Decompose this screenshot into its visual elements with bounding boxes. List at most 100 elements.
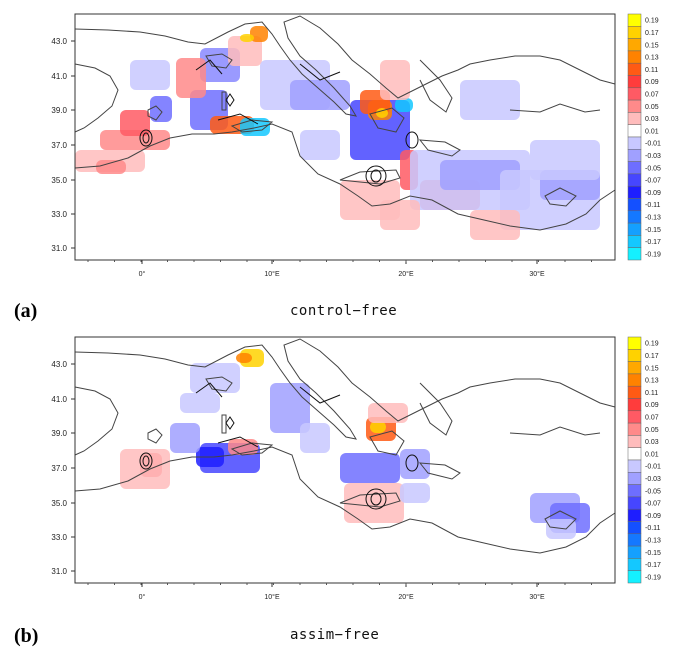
anomaly-patch xyxy=(340,453,400,483)
lon-tick-label: 20°E xyxy=(398,270,414,278)
coastline xyxy=(147,428,163,444)
coastline xyxy=(339,169,401,185)
coastline xyxy=(418,139,461,157)
colorbar-swatch xyxy=(627,496,642,510)
colorbar-swatch xyxy=(627,136,642,150)
colorbar-label: -0.17 xyxy=(645,239,661,246)
colorbar-label: -0.19 xyxy=(645,251,661,258)
anomaly-patch xyxy=(176,58,206,98)
colorbar-label: -0.19 xyxy=(645,574,661,581)
colorbar-label: -0.09 xyxy=(645,190,661,197)
colorbar-label: 0.15 xyxy=(645,365,659,372)
colorbar-swatch xyxy=(627,99,642,113)
colorbar-swatch xyxy=(627,235,642,248)
lat-tick-label: 39.0 xyxy=(51,429,67,438)
anomaly-patch xyxy=(170,423,200,453)
map-frame-b xyxy=(74,336,616,584)
lat-tick-label: 43.0 xyxy=(51,37,67,46)
colorbar-label: 0.15 xyxy=(645,42,659,49)
colorbar-swatch xyxy=(627,570,642,584)
coastline xyxy=(74,446,616,554)
colorbar-swatch xyxy=(627,87,642,101)
anomaly-patch xyxy=(180,393,220,413)
colorbar-label: 0.03 xyxy=(645,439,659,446)
anomaly-patch xyxy=(240,34,254,42)
coastline xyxy=(369,107,405,133)
colorbar-label: -0.15 xyxy=(645,227,661,234)
anomaly-patch xyxy=(380,60,410,100)
colorbar-swatch xyxy=(627,545,642,559)
anomaly-patch xyxy=(470,210,520,240)
colorbar-label: -0.13 xyxy=(645,214,661,221)
colorbar-swatch xyxy=(627,508,642,522)
lat-tick-label: 31.0 xyxy=(51,244,67,253)
coastline xyxy=(509,103,601,113)
colorbar-label: 0.07 xyxy=(645,414,659,421)
coastline xyxy=(147,105,163,121)
anomaly-patch xyxy=(400,449,430,479)
colorbar-label: -0.15 xyxy=(645,550,661,557)
colorbar-swatch xyxy=(627,459,642,473)
colorbar-swatch xyxy=(627,173,642,187)
colorbar-label: 0.19 xyxy=(645,341,659,348)
colorbar-label: -0.07 xyxy=(645,501,661,508)
lon-tick-label: 30°E xyxy=(529,270,545,278)
colorbar-label: 0.11 xyxy=(645,67,658,74)
colorbar-swatch xyxy=(627,38,642,52)
colorbar-label: 0.19 xyxy=(645,18,659,25)
lon-tick-label: 0° xyxy=(139,270,146,278)
colorbar-label: 0.09 xyxy=(645,79,659,86)
colorbar-swatch xyxy=(627,484,642,498)
anomaly-patch xyxy=(460,80,520,120)
colorbar-label: 0.01 xyxy=(645,451,659,458)
colorbar-swatch xyxy=(627,410,642,424)
colorbar-swatch xyxy=(627,149,642,162)
contour-line xyxy=(365,165,387,187)
colorbar-label: -0.05 xyxy=(645,488,661,495)
colorbar-swatch xyxy=(627,447,642,461)
colorbar-swatch xyxy=(627,112,642,125)
colorbar-label: 0.13 xyxy=(645,55,659,62)
panel-caption-a: control−free xyxy=(290,303,398,319)
lat-tick-label: 39.0 xyxy=(51,106,67,115)
colorbar-label: 0.01 xyxy=(645,128,659,135)
anomaly-patch xyxy=(370,421,386,433)
anomaly-patch xyxy=(150,96,172,122)
coastline xyxy=(509,426,601,436)
lon-tick-label: 30°E xyxy=(529,593,545,601)
colorbar-swatch xyxy=(627,472,642,485)
coastline xyxy=(544,510,577,530)
lat-tick-label: 37.0 xyxy=(51,141,67,150)
colorbar-swatch xyxy=(627,247,642,261)
lon-tick-label: 0° xyxy=(139,593,146,601)
anomaly-patch xyxy=(395,98,413,112)
contour-line xyxy=(405,131,419,149)
colorbar-swatch xyxy=(627,198,642,212)
colorbar-swatch xyxy=(627,435,642,448)
coastline xyxy=(221,91,227,111)
anomaly-patch xyxy=(228,36,262,66)
lon-tick-label: 10°E xyxy=(264,593,280,601)
colorbar-swatch xyxy=(627,521,642,535)
anomaly-patch xyxy=(250,26,268,42)
colorbar-swatch xyxy=(627,185,642,199)
colorbar-label: -0.11 xyxy=(645,202,661,209)
colorbar-swatch xyxy=(627,398,642,412)
colorbar-label: -0.03 xyxy=(645,153,661,160)
lon-tick-label: 20°E xyxy=(398,593,414,601)
coastline xyxy=(221,414,227,434)
anomaly-patch xyxy=(120,110,150,136)
colorbar-swatch xyxy=(627,361,642,375)
coastline xyxy=(205,53,233,69)
contour-line xyxy=(370,492,382,506)
lat-tick-label: 35.0 xyxy=(51,499,67,508)
colorbar-swatch xyxy=(627,13,642,27)
colorbar-label: 0.05 xyxy=(645,104,659,111)
colorbar-label: -0.09 xyxy=(645,513,661,520)
contour-line xyxy=(225,416,235,430)
lat-tick-label: 35.0 xyxy=(51,176,67,185)
coastline xyxy=(419,59,453,113)
contour-line xyxy=(139,129,153,147)
anomaly-patch xyxy=(290,80,350,110)
coastline-layer-a xyxy=(74,15,616,231)
